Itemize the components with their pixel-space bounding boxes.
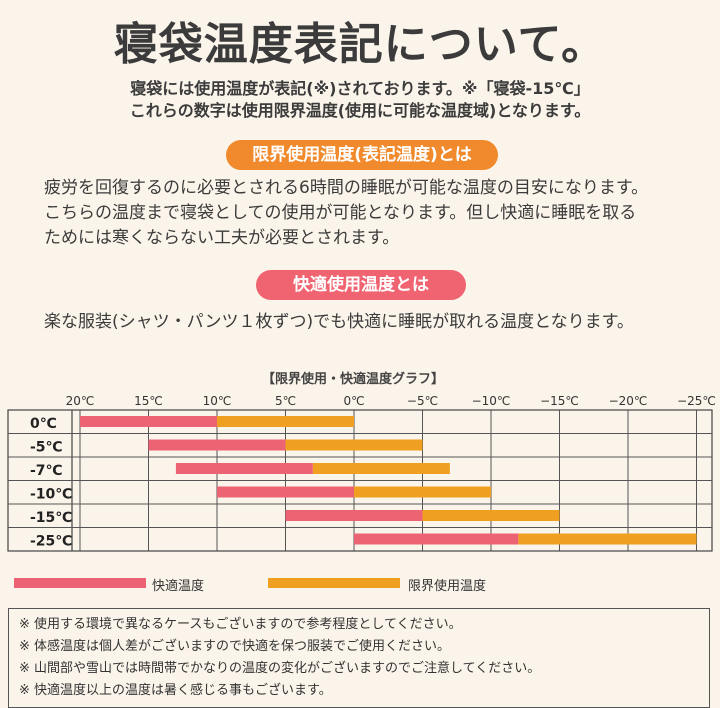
comfort-range-bar (217, 486, 354, 498)
comfort-range-bar (285, 510, 423, 521)
limit-temp-heading: 限界使用温度(表記温度)とは (226, 140, 498, 170)
comfort-range-bar (354, 533, 519, 545)
comfort-temp-description: 楽な服装(シャツ・パンツ１枚ずつ)でも快適に睡眠が取れる温度となります。 (44, 312, 634, 332)
intro-line-2: これらの数字は使用限界温度(使用に可能な温度域)となります。 (129, 101, 591, 120)
x-tick-label: 5℃ (275, 394, 296, 408)
limit-range-bar (217, 416, 354, 427)
x-tick-label: −10℃ (472, 394, 511, 408)
chart-title: 【限界使用・快適温度グラフ】 (262, 372, 445, 387)
legend-label-comfort: 快適温度 (152, 579, 205, 594)
x-tick-label: −25℃ (677, 394, 716, 408)
limit-range-bar (354, 486, 491, 498)
category-label: 0℃ (30, 416, 57, 432)
x-tick-label: −20℃ (609, 394, 648, 408)
limit-desc-line-1: 疲労を回復するのに必要とされる6時間の睡眠が可能な温度の目安になります。 (44, 178, 649, 198)
limit-desc-line-3: ためには寒くならない工夫が必要とされます。 (44, 228, 400, 248)
note-line-3: ※ 山間部や雪山では時間帯でかなりの温度の変化がございますのでご注意してください… (19, 661, 541, 676)
limit-temp-description: 疲労を回復するのに必要とされる6時間の睡眠が可能な温度の目安になります。 こちら… (44, 176, 704, 251)
comfort-temp-heading: 快適使用温度とは (256, 270, 466, 300)
comfort-range-bar (148, 439, 286, 451)
category-label: -5℃ (30, 439, 63, 455)
limit-range-bar (422, 510, 560, 521)
category-label: -7℃ (30, 463, 63, 479)
legend-label-limit: 限界使用温度 (408, 579, 487, 594)
x-tick-label: 20℃ (66, 394, 95, 408)
limit-range-bar (312, 463, 450, 474)
intro-line-1: 寝袋には使用温度が表記(※)されております。※「寝袋-15℃」 (130, 79, 590, 98)
notes-box: ※ 使用する環境で異なるケースもございますので参考程度としてください。 ※ 体感… (8, 608, 710, 708)
limit-range-bar (285, 439, 423, 451)
limit-desc-line-2: こちらの温度まで寝袋としての使用が可能となります。但し快適に睡眠を取る (44, 203, 637, 223)
intro-text: 寝袋には使用温度が表記(※)されております。※「寝袋-15℃」 これらの数字は使… (0, 78, 720, 122)
x-tick-label: −5℃ (407, 394, 438, 408)
x-tick-label: 0℃ (343, 394, 364, 408)
comfort-range-bar (80, 416, 217, 427)
category-label: -10℃ (30, 486, 72, 502)
legend-swatch-limit (268, 578, 400, 588)
legend-swatch-comfort (14, 578, 146, 588)
limit-range-bar (518, 533, 697, 545)
temperature-range-chart: 20℃ 15℃ 10℃ 5℃ 0℃ −5℃ −10℃ −15℃ −20℃ −25℃ 0℃ -5℃ -7℃… (7, 394, 716, 552)
note-line-2: ※ 体感温度は個人差がございますので快適を保つ服装でご使用ください。 (19, 639, 451, 654)
category-label: -25℃ (30, 533, 72, 549)
x-tick-label: 15℃ (134, 394, 163, 408)
page-title: 寝袋温度表記について。 (113, 19, 607, 70)
category-label: -15℃ (30, 510, 72, 526)
note-line-1: ※ 使用する環境で異なるケースもございますので参考程度としてください。 (19, 617, 462, 632)
x-tick-label: 10℃ (203, 394, 232, 408)
comfort-range-bar (175, 463, 313, 474)
note-line-4: ※ 快適温度以上の温度は暑く感じる事もございます。 (19, 683, 332, 698)
x-tick-label: −15℃ (540, 394, 579, 408)
